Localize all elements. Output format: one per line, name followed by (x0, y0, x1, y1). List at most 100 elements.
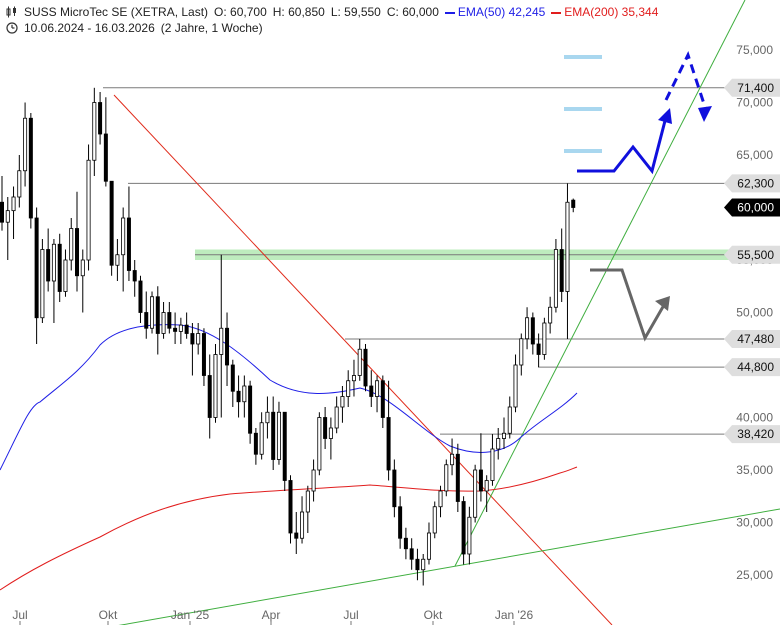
candle-body-up (421, 558, 426, 571)
price-level-value: 62,300 (737, 176, 774, 190)
candle-body-up (507, 406, 512, 434)
candle-body-up (553, 249, 558, 308)
candle-body-up (467, 516, 472, 555)
candle-body-down (57, 243, 62, 292)
candle-body-up (496, 438, 501, 450)
candle-body-down (155, 296, 160, 334)
candle-body-up (196, 333, 201, 345)
arrow-head-up (658, 108, 672, 124)
candlestick-icon (6, 6, 18, 18)
candle-body-up (501, 432, 506, 439)
close-value: C: 60,000 (386, 5, 439, 19)
price-level-value: 60,000 (737, 201, 774, 215)
candle-body-up (305, 490, 310, 513)
instrument-title: SUSS MicroTec SE (XETRA, Last) (24, 5, 209, 19)
candle-body-up (242, 385, 247, 403)
y-tick-label: 40,000 (736, 411, 773, 425)
candle-body-up (340, 396, 345, 408)
ema50-label: EMA(50) (457, 5, 506, 19)
ema200-line (0, 466, 578, 591)
candle-body-up (351, 375, 356, 382)
candle-body-down (103, 133, 108, 182)
candle-body-up (63, 259, 68, 292)
candle-body-up (265, 411, 270, 424)
price-level-value: 38,420 (737, 427, 774, 441)
candle-body-up (432, 506, 437, 534)
y-tick-label: 70,000 (736, 96, 773, 110)
candle-body-down (144, 312, 149, 329)
candle-body-up (426, 532, 431, 560)
candle-body-down (271, 411, 276, 460)
candle-body-down (28, 117, 33, 219)
candle-body-up (328, 427, 333, 439)
x-tick-label: Okt (424, 608, 443, 622)
price-level-tag: 71,400 (724, 78, 780, 97)
candle-body-down (282, 411, 287, 481)
ema200-swatch (551, 11, 562, 14)
x-tick-label: Jan '25 (171, 608, 210, 622)
candle-body-down (403, 537, 408, 550)
y-tick-label: 30,000 (736, 516, 773, 530)
candle-body-down (109, 180, 114, 266)
open-value: O: 60,700 (214, 5, 267, 19)
candle-body-up (375, 380, 380, 397)
y-tick-label: 50,000 (736, 306, 773, 320)
candle-body-up (444, 464, 449, 492)
ema50-line (0, 324, 578, 471)
ema200-legend: EMA(200) 35,344 (551, 4, 658, 20)
candle-body-down (75, 228, 80, 277)
candle-body-up (542, 322, 547, 355)
candle-body-up (276, 411, 281, 460)
candle-body-up (178, 324, 183, 332)
clock-icon (6, 22, 18, 34)
price-level-value: 47,480 (737, 332, 774, 346)
candle-body-down (132, 270, 137, 282)
candle-body-up (334, 406, 339, 429)
candle-body-down (461, 501, 466, 555)
candle-body-down (455, 453, 460, 502)
candle-body-down (369, 385, 374, 397)
candle-body-down (138, 280, 143, 313)
price-level-tag-bg (724, 78, 780, 97)
candle-body-up (121, 217, 126, 256)
y-tick-label: 75,000 (736, 43, 773, 57)
candle-body-up (300, 511, 305, 539)
candle-body-down (190, 333, 195, 345)
candle-body-up (40, 249, 45, 319)
candle-body-down (392, 469, 397, 508)
candle-body-down (201, 333, 206, 376)
candle-body-up (150, 296, 155, 329)
candle-body-up (490, 448, 495, 481)
candle-body-down (230, 364, 235, 392)
ema200-label: EMA(200) (564, 5, 619, 19)
price-level-tag: 47,480 (724, 329, 780, 348)
candle-body-down (126, 217, 131, 271)
trendline-green-up (454, 0, 746, 567)
candle-body-down (46, 249, 51, 282)
price-level-tag-bg (724, 198, 780, 217)
candle-body-up (346, 380, 351, 397)
candle-body-down (478, 469, 483, 492)
x-tick-label: Okt (99, 608, 118, 622)
ema50-swatch (444, 11, 455, 14)
candle-body-up (92, 102, 97, 161)
candle-body-up (525, 317, 530, 340)
x-tick-label: Apr (262, 608, 281, 622)
x-tick-label: Jul (343, 608, 358, 622)
forecast-path-correction (590, 268, 666, 342)
candle-body-down (184, 324, 189, 334)
price-level-value: 71,400 (737, 81, 774, 95)
chart-header: SUSS MicroTec SE (XETRA, Last) O: 60,700… (6, 4, 658, 36)
candle-body-up (484, 480, 489, 492)
candle-body-down (207, 375, 212, 418)
trendline-red-down (113, 94, 613, 625)
candle-body-up (23, 117, 28, 172)
candle-body-up (51, 243, 56, 282)
candle-body-down (173, 327, 178, 332)
trendline-green-long (118, 508, 780, 625)
low-value: L: 59,550 (330, 5, 381, 19)
y-tick-label: 35,000 (736, 463, 773, 477)
high-value: H: 60,850 (272, 5, 325, 19)
candle-body-down (98, 102, 103, 135)
